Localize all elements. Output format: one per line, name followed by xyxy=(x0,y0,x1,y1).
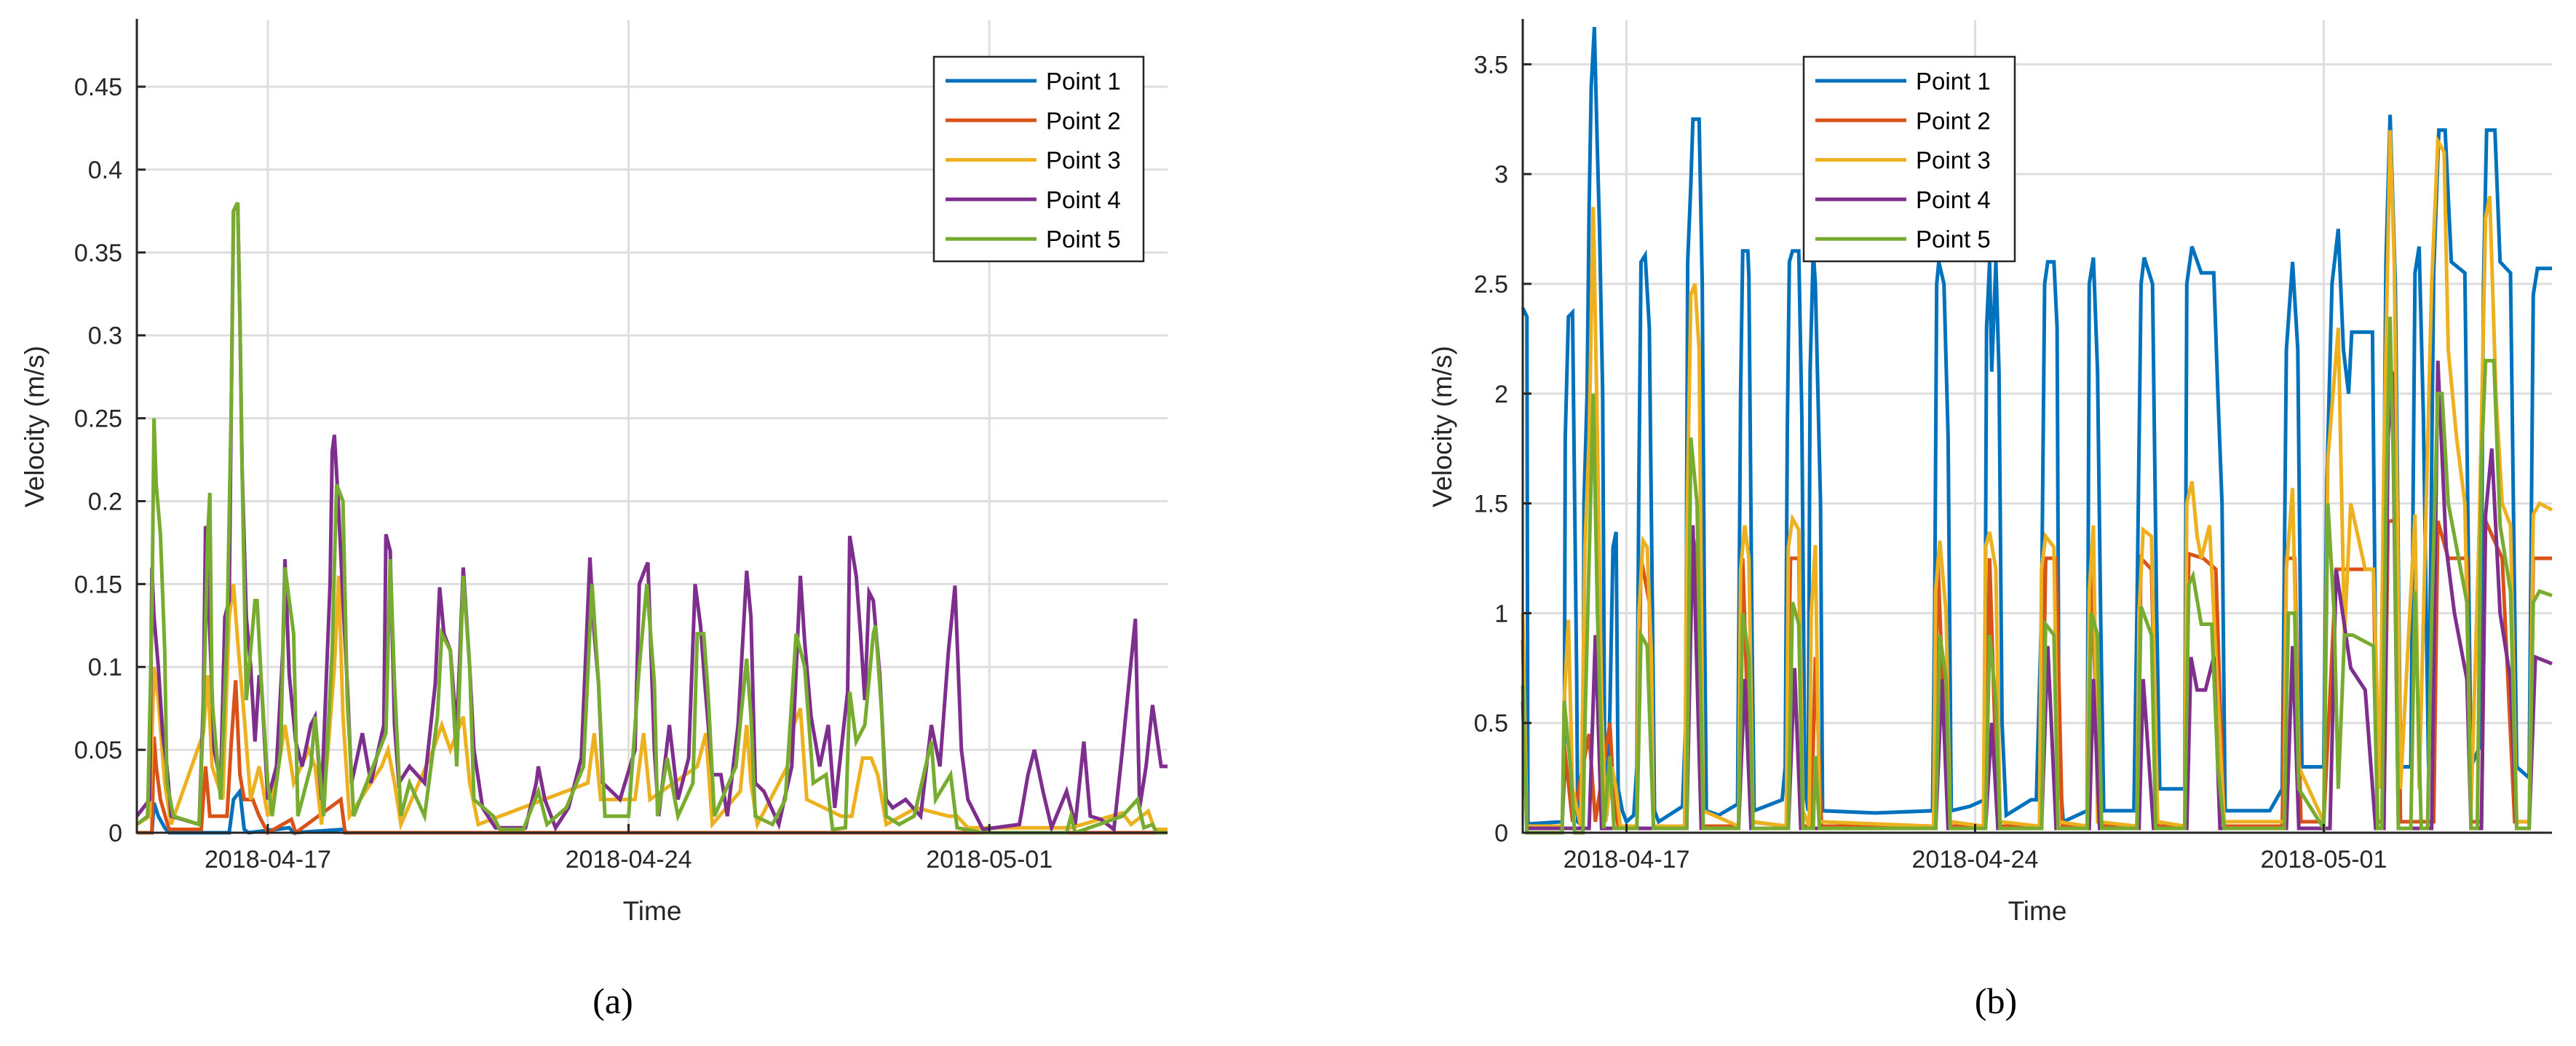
y-tick-label: 0 xyxy=(108,820,122,847)
series-line-point-5 xyxy=(135,202,1168,836)
subplot-caption: (b) xyxy=(1975,980,2017,1021)
series-line-point-5 xyxy=(1521,317,2553,835)
legend: Point 1 Point 2 Point 3 Point 4 Point 5 xyxy=(932,55,1145,263)
x-tick-label: 2018-04-24 xyxy=(1912,846,2039,873)
subplot-a: 0 0.05 0.1 0.15 0.2 0.25 0.3 0.35 0.4 0.45 2018-04… xyxy=(20,19,1168,1021)
series-line-point-4 xyxy=(135,202,1168,834)
subplot-b: 0 0.5 1 1.5 2 2.5 3 3.5 2018-04-17 2018-04-24 2018… xyxy=(1427,19,2553,1021)
y-tick-label: 0.15 xyxy=(74,571,122,598)
legend-entry: Point 3 xyxy=(1815,147,1991,174)
y-axis-label: Velocity (m/s) xyxy=(20,346,49,507)
y-tick-label: 0.45 xyxy=(74,74,122,101)
y-tick-label: 3 xyxy=(1494,161,1508,189)
legend-entry: Point 4 xyxy=(946,186,1121,213)
legend-label: Point 3 xyxy=(1916,147,1991,174)
legend-label: Point 5 xyxy=(1916,226,1991,253)
y-tick-label: 2.5 xyxy=(1474,271,1508,298)
y-axis-label: Velocity (m/s) xyxy=(1427,346,1457,507)
legend-label: Point 1 xyxy=(1916,68,1991,95)
legend-label: Point 4 xyxy=(1916,186,1991,213)
legend-label: Point 2 xyxy=(1046,107,1121,134)
series-line-point-2 xyxy=(137,680,1168,836)
series-line-point-3 xyxy=(135,575,1168,831)
y-tick-label: 0.5 xyxy=(1474,710,1508,737)
series-line-point-1 xyxy=(137,786,1168,835)
legend-entry: Point 2 xyxy=(1815,107,1991,134)
y-tick-label: 0 xyxy=(1494,820,1508,847)
legend-entry: Point 5 xyxy=(946,226,1121,253)
y-tick-label: 1 xyxy=(1494,600,1508,627)
y-tick-label: 0.05 xyxy=(74,737,122,764)
legend-entry: Point 4 xyxy=(1815,186,1991,213)
y-tick-label: 0.4 xyxy=(88,156,122,184)
legend-entry: Point 2 xyxy=(946,107,1121,134)
legend-entry: Point 3 xyxy=(946,147,1121,174)
legend-label: Point 5 xyxy=(1046,226,1121,253)
y-tick-label: 0.35 xyxy=(74,239,122,267)
x-tick-label: 2018-05-01 xyxy=(2260,846,2387,873)
legend-entry: Point 5 xyxy=(1815,226,1991,253)
y-tick-label: 1.5 xyxy=(1474,491,1508,518)
legend-label: Point 3 xyxy=(1046,147,1121,174)
y-tick-label: 0.2 xyxy=(88,488,122,515)
y-tick-label: 0.25 xyxy=(74,405,122,433)
x-tick-label: 2018-05-01 xyxy=(926,846,1053,873)
legend-label: Point 2 xyxy=(1916,107,1991,134)
y-tick-label: 2 xyxy=(1494,381,1508,408)
subplot-caption: (a) xyxy=(593,980,633,1021)
y-tick-label: 3.5 xyxy=(1474,51,1508,79)
x-tick-label: 2018-04-24 xyxy=(566,846,692,873)
legend-label: Point 1 xyxy=(1046,68,1121,95)
legend-label: Point 4 xyxy=(1046,186,1121,213)
legend-entry: Point 1 xyxy=(1815,68,1991,95)
x-axis-label: Time xyxy=(623,896,682,926)
x-tick-label: 2018-04-17 xyxy=(205,846,331,873)
x-tick-label: 2018-04-17 xyxy=(1564,846,1690,873)
legend-entry: Point 1 xyxy=(946,68,1121,95)
y-tick-label: 0.3 xyxy=(88,322,122,350)
x-axis-label: Time xyxy=(2008,896,2067,926)
legend: Point 1 Point 2 Point 3 Point 4 Point 5 xyxy=(1802,55,2016,263)
y-tick-label: 0.1 xyxy=(88,654,122,681)
